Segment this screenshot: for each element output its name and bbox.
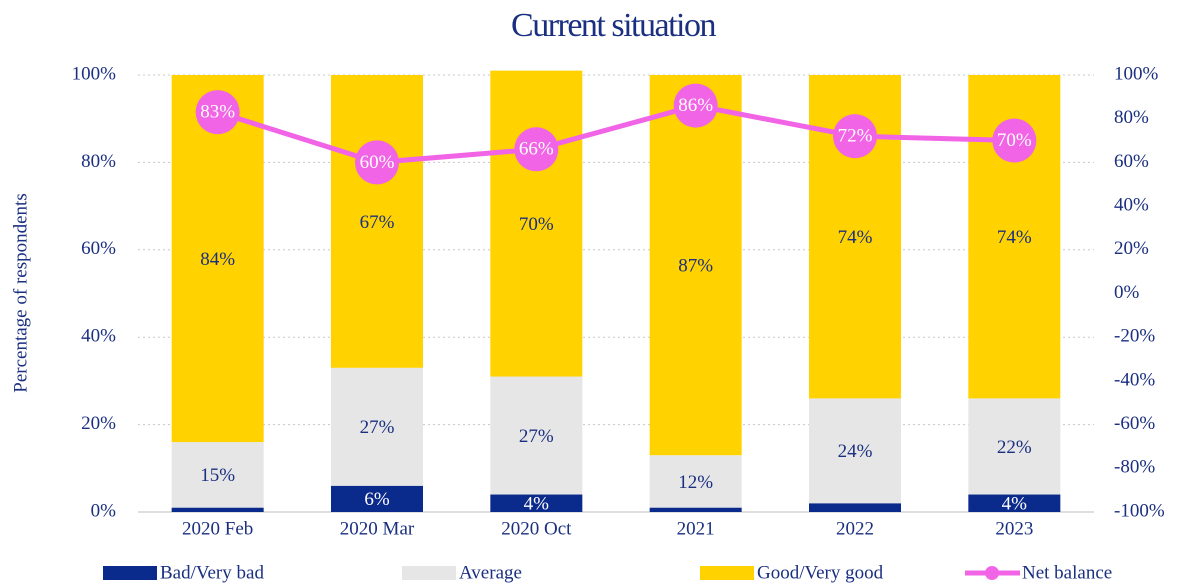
- data-label: 72%: [838, 126, 873, 147]
- legend-swatch: [402, 566, 456, 580]
- y-axis-label: Percentage of respondents: [10, 193, 31, 392]
- legend-swatch: [103, 566, 157, 580]
- net-line: [216, 103, 1015, 165]
- net-marker: [355, 140, 399, 185]
- data-label: 27%: [519, 426, 554, 447]
- x-tick-label: 2021: [677, 518, 715, 539]
- data-label: 83%: [200, 102, 235, 123]
- bar-segment: [490, 70, 583, 377]
- y2-tick-label: 20%: [1114, 238, 1149, 259]
- y-tick-label: 0%: [91, 500, 117, 521]
- y2-tick-label: -80%: [1114, 457, 1155, 478]
- y-tick-label: 100%: [72, 63, 117, 84]
- bar-segment: [331, 367, 423, 486]
- y2-tick-label: 0%: [1114, 282, 1140, 303]
- bar-segment: [649, 507, 742, 512]
- legend-swatch: [700, 566, 754, 580]
- legend-marker: [985, 566, 999, 580]
- legend-label: Good/Very good: [757, 562, 884, 583]
- y2-tick-label: -20%: [1114, 326, 1155, 347]
- data-label: 24%: [838, 441, 873, 462]
- y-tick-label: 80%: [81, 151, 116, 172]
- data-label: 60%: [360, 152, 395, 173]
- y-tick-label: 40%: [81, 326, 116, 347]
- net-marker: [514, 127, 559, 172]
- y2-tick-label: -60%: [1114, 413, 1155, 434]
- y2-tick-label: -40%: [1114, 369, 1155, 390]
- y2-tick-label: 100%: [1114, 63, 1159, 84]
- x-tick-label: 2020 Mar: [340, 518, 415, 539]
- data-label: 87%: [678, 255, 713, 276]
- data-label: 66%: [519, 139, 554, 160]
- bar-segment: [490, 376, 583, 495]
- data-label: 22%: [997, 437, 1032, 458]
- net-marker: [673, 83, 718, 128]
- legend-label: Net balance: [1022, 562, 1112, 583]
- net-marker: [195, 90, 240, 135]
- y2-tick-label: 80%: [1114, 107, 1149, 128]
- data-label: 70%: [997, 130, 1032, 151]
- data-label: 74%: [997, 227, 1032, 248]
- bar-segment: [171, 75, 264, 443]
- data-label: 15%: [200, 465, 235, 486]
- bar-segment: [649, 75, 742, 456]
- data-label: 86%: [678, 95, 713, 116]
- data-label: 4%: [524, 494, 550, 515]
- bar-segment: [490, 494, 583, 512]
- bar-segment: [968, 398, 1061, 495]
- y-tick-label: 20%: [81, 413, 116, 434]
- data-label: 84%: [200, 249, 235, 270]
- bar-segment: [171, 442, 264, 508]
- bar-segment: [171, 507, 264, 512]
- x-tick-label: 2020 Feb: [182, 518, 253, 539]
- bar-segment: [331, 485, 423, 512]
- bar-segment: [968, 494, 1061, 512]
- bar-segment: [331, 75, 423, 368]
- data-label: 70%: [519, 214, 554, 235]
- chart-title: Current situation: [511, 7, 716, 44]
- data-label: 6%: [364, 489, 390, 510]
- bar-segment: [809, 398, 901, 504]
- data-label: 12%: [678, 472, 713, 493]
- data-label: 4%: [1002, 494, 1028, 515]
- y2-tick-label: 40%: [1114, 194, 1149, 215]
- x-tick-label: 2022: [836, 518, 874, 539]
- net-marker: [992, 118, 1037, 163]
- legend-label: Average: [459, 562, 522, 583]
- data-label: 67%: [360, 212, 395, 233]
- legend-label: Bad/Very bad: [160, 562, 264, 583]
- bar-segment: [809, 503, 901, 512]
- y-tick-label: 60%: [81, 238, 116, 259]
- net-marker: [833, 114, 877, 159]
- x-tick-label: 2020 Oct: [501, 518, 572, 539]
- data-label: 74%: [838, 227, 873, 248]
- y2-tick-label: -100%: [1114, 500, 1165, 521]
- x-tick-label: 2023: [995, 518, 1033, 539]
- bar-segment: [649, 455, 742, 508]
- y2-tick-label: 60%: [1114, 151, 1149, 172]
- data-label: 27%: [360, 417, 395, 438]
